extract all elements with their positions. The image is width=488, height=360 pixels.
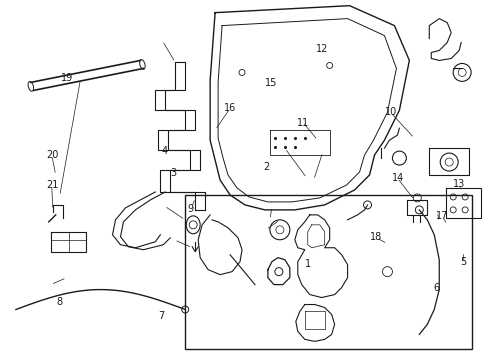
Text: 18: 18 [369,232,381,242]
Bar [185,195,471,349]
Text: 2: 2 [263,162,269,172]
Text: 15: 15 [264,78,277,88]
Text: 9: 9 [187,204,194,214]
Text: 21: 21 [46,180,58,190]
Text: 11: 11 [296,118,308,128]
Text: 1: 1 [304,259,310,269]
Text: 16: 16 [224,103,236,113]
Text: 13: 13 [452,179,464,189]
Text: 14: 14 [391,173,403,183]
Text: 19: 19 [61,73,73,83]
Text: 12: 12 [316,44,328,54]
Text: 8: 8 [56,297,62,307]
Text: 3: 3 [170,168,177,178]
Text: 17: 17 [435,211,447,221]
Text: 5: 5 [460,257,466,267]
Text: 10: 10 [384,107,396,117]
Text: 4: 4 [161,146,167,156]
Text: 7: 7 [158,311,164,321]
Text: 20: 20 [46,150,58,160]
Text: 6: 6 [433,283,439,293]
